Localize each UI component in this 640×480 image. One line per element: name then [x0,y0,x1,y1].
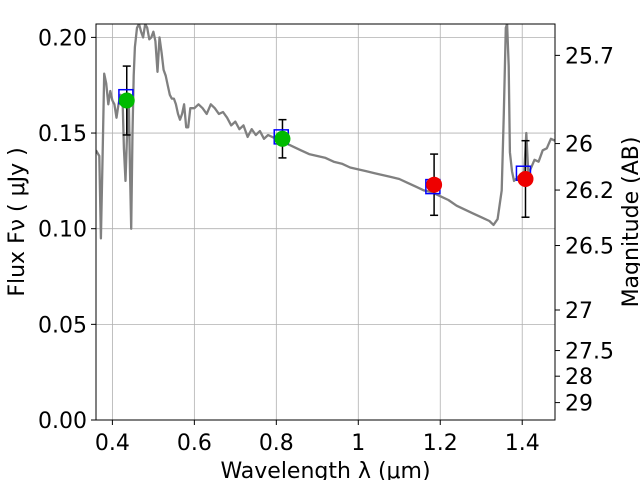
observed-photometry-point [118,92,135,109]
observed-photometry-layer [118,92,534,193]
plot-frame [95,23,556,421]
errorbar-layer [122,65,530,218]
model-photometry-layer [118,88,532,195]
x-axis-ticks: 0.4 0.6 0.8 1 1.2 1.4 [95,420,540,456]
model-spectrum-line [96,24,555,240]
y2-tick-label: 29 [565,392,593,417]
x-tick-label: 0.8 [259,431,294,456]
y-tick-label: 0.10 [38,218,87,243]
grid [96,24,555,421]
y2-tick-label: 27 [565,299,593,324]
y2-tick-label: 26 [565,133,593,158]
y-tick-label: 0.05 [38,313,87,338]
y-axis-label: Flux Fν ( μJy ) [5,147,30,296]
x-tick-label: 0.6 [177,431,212,456]
x-tick-label: 1 [351,431,365,456]
y2-tick-label: 26.2 [565,179,614,204]
spectrum-layer [96,24,555,240]
y-tick-label: 0.00 [38,409,87,434]
x-tick-label: 0.4 [95,431,130,456]
y2-tick-label: 28 [565,365,593,390]
observed-photometry-point [426,176,443,193]
observed-photometry-point [517,170,534,187]
x-tick-label: 1.4 [505,431,540,456]
observed-photometry-point [274,130,291,147]
x-axis-label: Wavelength λ (μm) [220,459,430,480]
y-tick-label: 0.20 [38,26,87,51]
y2-axis-label: Magnitude (AB) [619,137,640,308]
y2-tick-label: 27.5 [565,340,614,365]
y2-tick-label: 25.7 [565,44,614,69]
x-tick-label: 1.2 [423,431,458,456]
y-axis-ticks: 0.00 0.05 0.10 0.15 0.20 [38,26,96,434]
y-tick-label: 0.15 [38,122,87,147]
y2-tick-label: 26.5 [565,235,614,260]
